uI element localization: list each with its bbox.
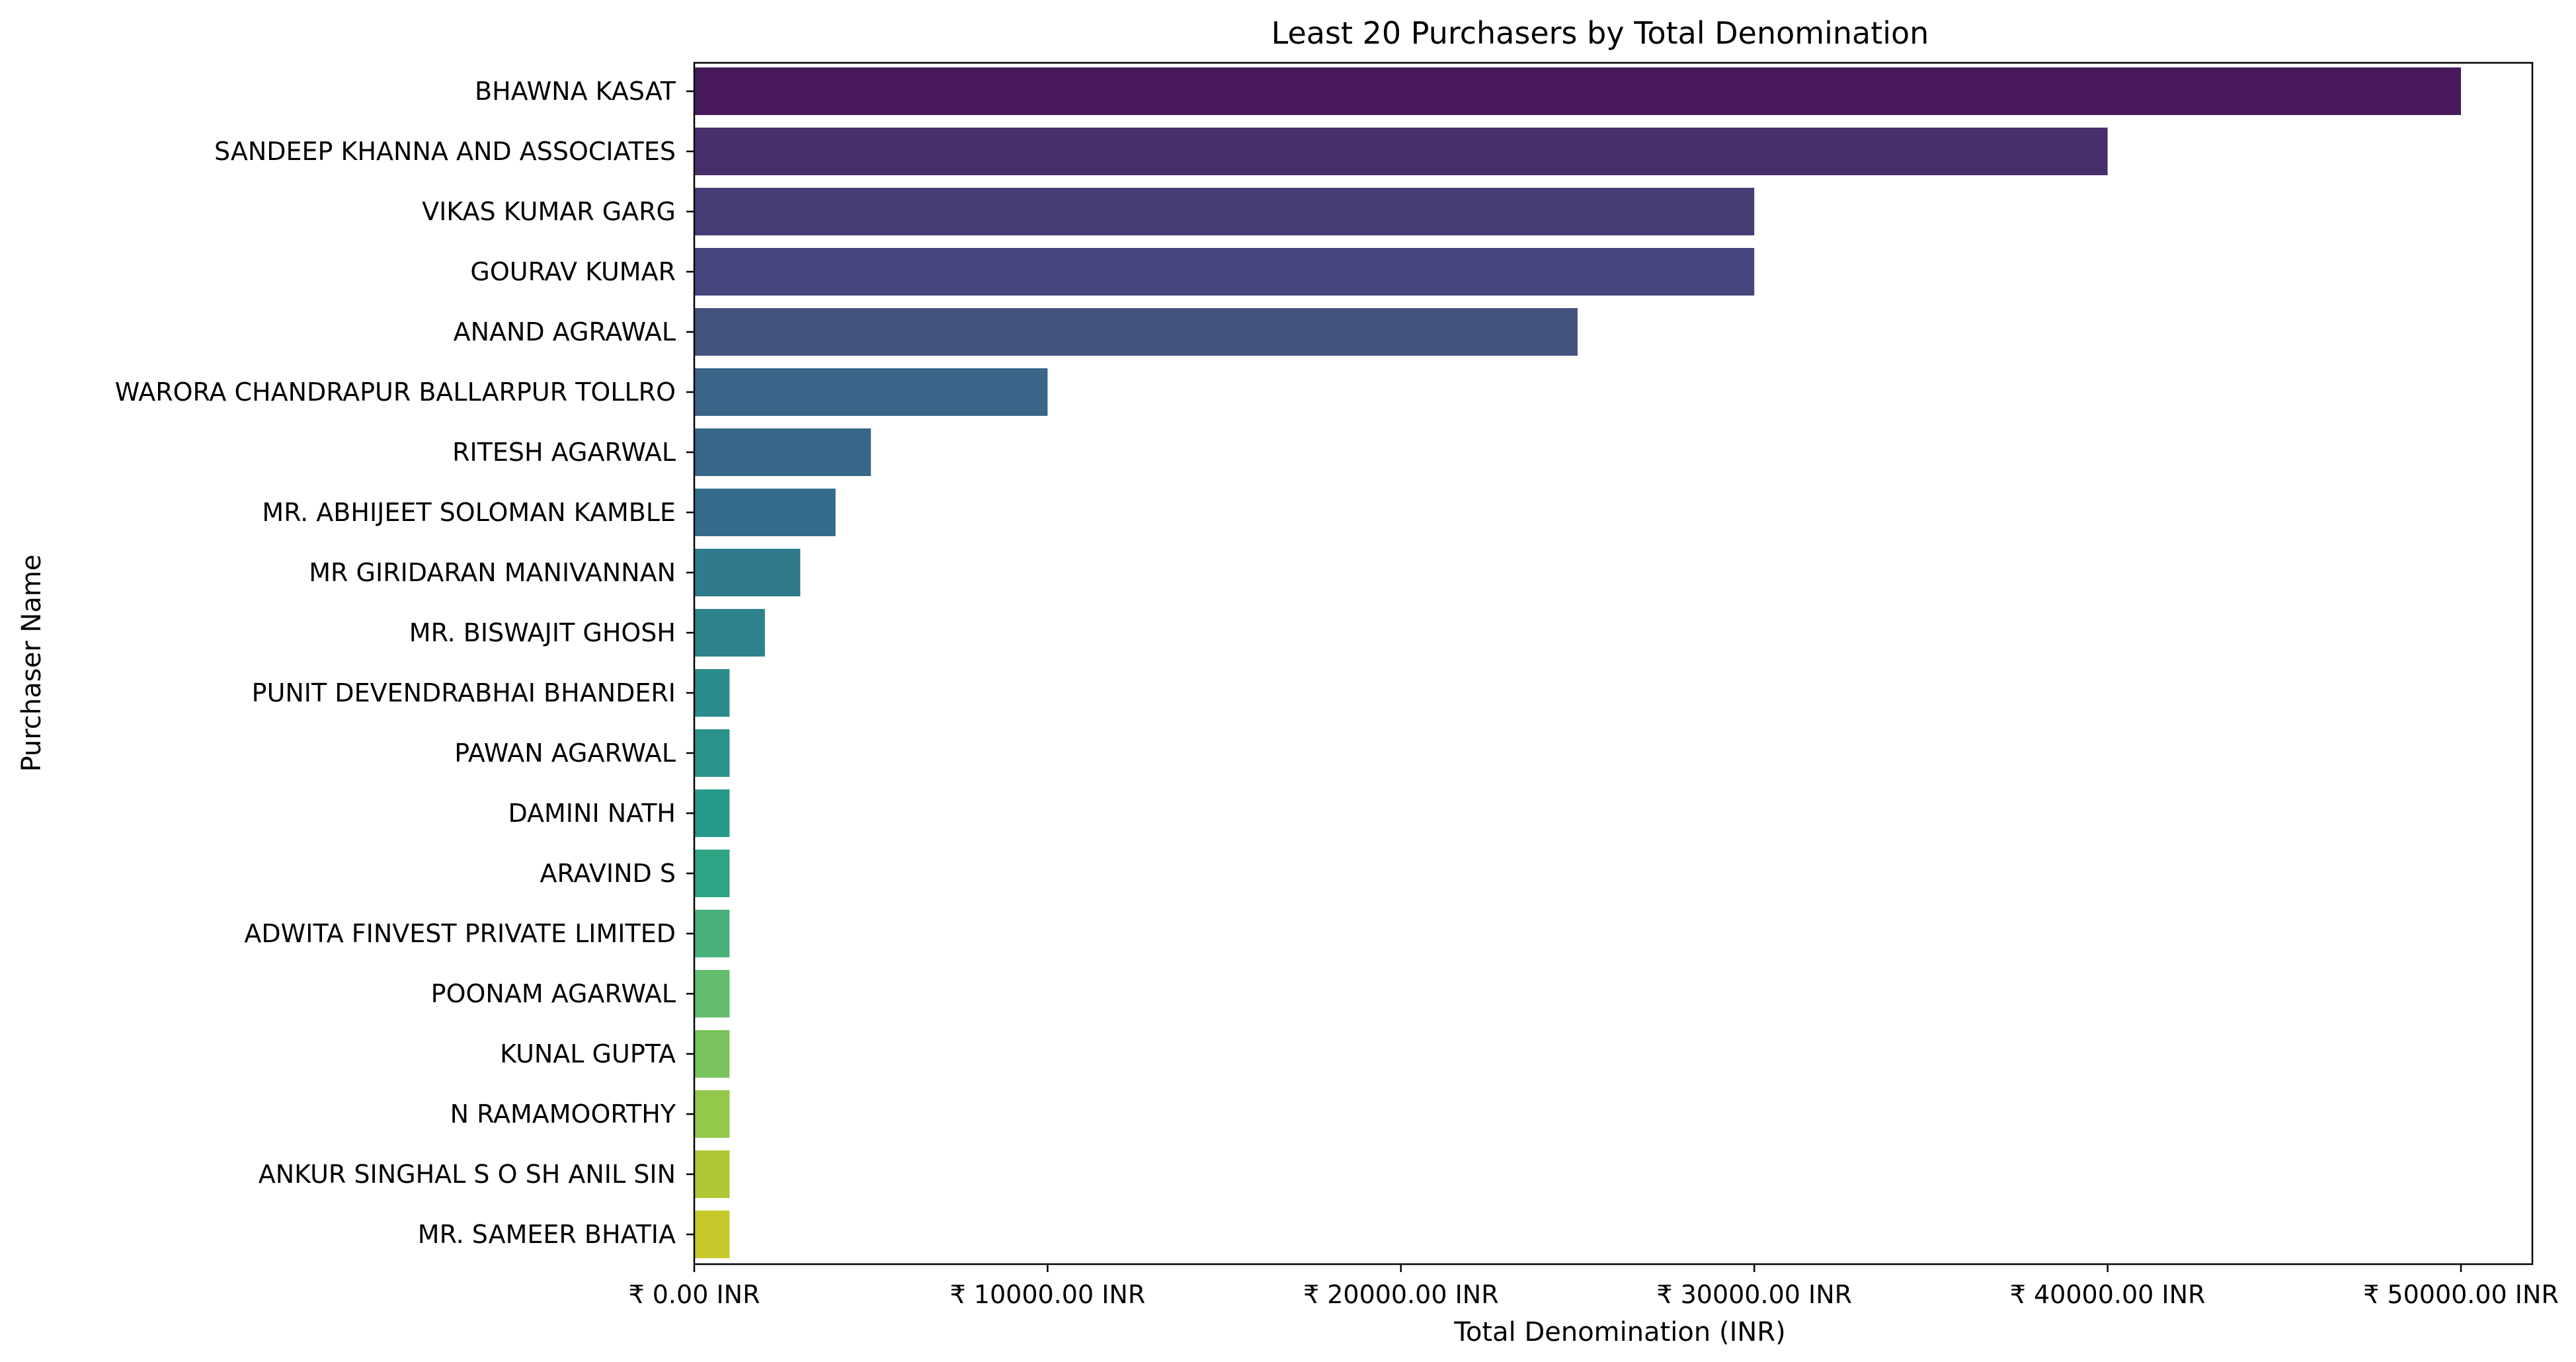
x-axis-label: Total Denomination (INR)	[1453, 1317, 1785, 1347]
y-axis-label: Purchaser Name	[17, 555, 47, 772]
bar	[694, 308, 1578, 356]
bar	[694, 549, 801, 596]
x-tick-label: ₹ 10000.00 INR	[950, 1280, 1146, 1309]
y-tick-label: MR. BISWAJIT GHOSH	[409, 618, 676, 647]
y-tick-label: MR. SAMEER BHATIA	[418, 1220, 676, 1249]
y-tick-label: ARAVIND S	[540, 859, 676, 888]
bar	[694, 910, 730, 957]
bar	[694, 128, 2108, 175]
y-tick-label: GOURAV KUMAR	[470, 257, 676, 286]
y-tick-label: POONAM AGARWAL	[431, 979, 676, 1008]
bar	[694, 850, 730, 897]
bar	[694, 1211, 730, 1258]
y-tick-label: WARORA CHANDRAPUR BALLARPUR TOLLRO	[115, 378, 676, 407]
x-tick-label: ₹ 30000.00 INR	[1656, 1280, 1852, 1309]
y-tick-label: PUNIT DEVENDRABHAI BHANDERI	[252, 678, 676, 707]
y-tick-label: MR. ABHIJEET SOLOMAN KAMBLE	[262, 498, 676, 527]
y-tick-label: SANDEEP KHANNA AND ASSOCIATES	[214, 137, 676, 166]
x-tick-label: ₹ 20000.00 INR	[1303, 1280, 1499, 1309]
x-tick-label: ₹ 50000.00 INR	[2363, 1280, 2559, 1309]
bar	[694, 970, 730, 1018]
y-tick-label: ADWITA FINVEST PRIVATE LIMITED	[244, 919, 676, 948]
bar	[694, 489, 836, 536]
y-tick-label: ANKUR SINGHAL S O SH ANIL SIN	[259, 1160, 676, 1189]
bar	[694, 729, 730, 777]
y-tick-label: PAWAN AGARWAL	[454, 739, 676, 768]
bar	[694, 669, 730, 717]
y-axis-ticks: BHAWNA KASAT SANDEEP KHANNA AND ASSOCIATE…	[115, 77, 694, 1249]
chart-title: Least 20 Purchasers by Total Denominatio…	[1271, 15, 1929, 51]
y-tick-label: ANAND AGRAWAL	[454, 317, 676, 346]
bar	[694, 789, 730, 837]
bar	[694, 188, 1755, 235]
bar	[694, 1150, 730, 1198]
bar	[694, 368, 1048, 416]
y-tick-label: DAMINI NATH	[508, 799, 676, 828]
bar	[694, 67, 2461, 115]
y-tick-label: BHAWNA KASAT	[475, 77, 676, 106]
y-tick-label: VIKAS KUMAR GARG	[422, 197, 676, 226]
bar	[694, 428, 871, 476]
y-tick-label: MR GIRIDARAN MANIVANNAN	[309, 558, 676, 587]
bar	[694, 248, 1755, 296]
plot-frame	[693, 61, 2534, 1265]
x-tick-label: ₹ 40000.00 INR	[2010, 1280, 2206, 1309]
bar	[694, 1030, 730, 1078]
y-tick-label: KUNAL GUPTA	[500, 1039, 676, 1068]
bar	[694, 609, 765, 657]
y-tick-label: RITESH AGARWAL	[452, 438, 676, 467]
x-axis-ticks: ₹ 0.00 INR ₹ 10000.00 INR ₹ 20000.00 INR ₹ …	[629, 1264, 2559, 1309]
x-tick-label: ₹ 0.00 INR	[629, 1280, 760, 1309]
bars-group	[694, 67, 2461, 1258]
y-tick-label: N RAMAMOORTHY	[450, 1100, 676, 1129]
bar	[694, 1090, 730, 1138]
